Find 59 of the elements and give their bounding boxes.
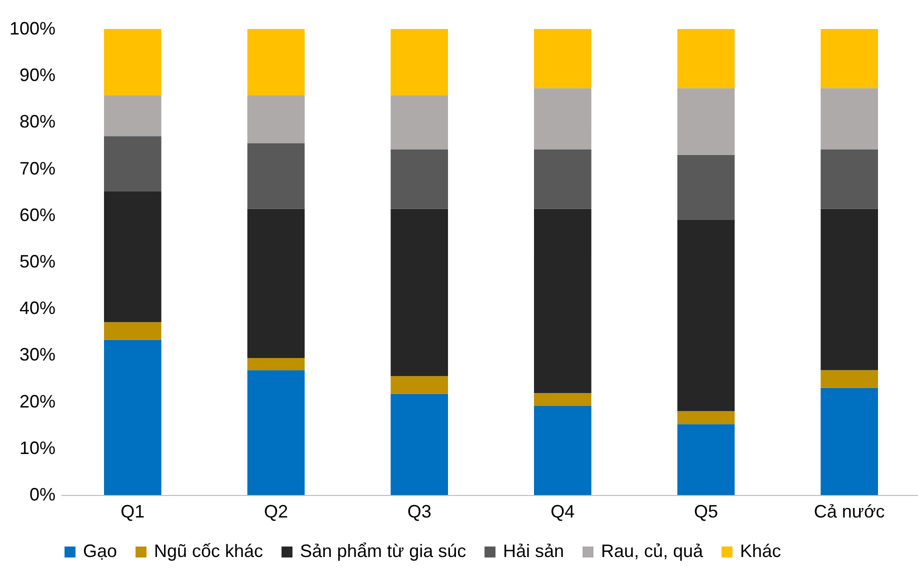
- bar: [247, 370, 305, 495]
- legend-label: Khác: [740, 541, 782, 561]
- bar: [534, 88, 592, 150]
- y-tick-label: 20%: [19, 391, 56, 412]
- bar: [677, 88, 735, 155]
- bar: [534, 29, 592, 88]
- bar: [247, 29, 305, 96]
- bar: [534, 406, 592, 495]
- bar: [390, 95, 448, 150]
- y-tick-label: 10%: [19, 438, 56, 458]
- y-tick-label: 100%: [9, 18, 56, 38]
- x-tick-label: Q4: [550, 502, 575, 522]
- bar: [820, 208, 878, 370]
- bar: [677, 220, 735, 412]
- legend-label: Rau, củ, quả: [601, 541, 704, 561]
- bar: [104, 340, 162, 495]
- bar: [104, 29, 162, 96]
- y-tick-label: 60%: [19, 204, 56, 225]
- bar: [820, 88, 878, 150]
- bar: [390, 208, 448, 376]
- x-tick-label: Q2: [264, 502, 288, 522]
- y-tick-label: 50%: [19, 252, 56, 272]
- bar: [677, 154, 735, 220]
- y-tick-label: 90%: [19, 65, 56, 86]
- bar: [390, 149, 448, 209]
- y-tick-label: 30%: [19, 344, 56, 365]
- bar: [820, 29, 878, 88]
- bar: [534, 208, 592, 393]
- y-tick-label: 0%: [29, 484, 56, 504]
- bar: [104, 136, 162, 192]
- bar: [820, 388, 878, 495]
- bar: [677, 29, 735, 88]
- x-tick-label: Q1: [120, 502, 145, 522]
- x-tick-label: Q5: [694, 502, 718, 522]
- bar: [390, 376, 448, 394]
- legend-label: Gạo: [83, 541, 118, 561]
- bar: [104, 322, 162, 340]
- bar: [247, 358, 305, 370]
- bar: [104, 191, 162, 322]
- bar: [104, 95, 162, 136]
- y-tick-label: 40%: [19, 298, 56, 318]
- x-tick-label: Cả nước: [814, 502, 885, 522]
- bar: [820, 370, 878, 388]
- bar: [247, 95, 305, 144]
- bar: [534, 149, 592, 209]
- bar: [390, 394, 448, 495]
- bar: [247, 208, 305, 358]
- legend-label: Sản phẩm từ gia súc: [300, 541, 466, 561]
- y-tick-label: 70%: [19, 158, 56, 178]
- bar: [390, 29, 448, 96]
- bar: [677, 424, 735, 495]
- bar: [677, 411, 735, 424]
- bar: [820, 149, 878, 209]
- legend-label: Ngũ cốc khác: [154, 541, 264, 561]
- bar: [247, 143, 305, 209]
- bar: [534, 392, 592, 406]
- x-tick-label: Q3: [407, 502, 432, 522]
- y-tick-label: 80%: [19, 112, 56, 132]
- legend-label: Hải sản: [503, 541, 564, 561]
